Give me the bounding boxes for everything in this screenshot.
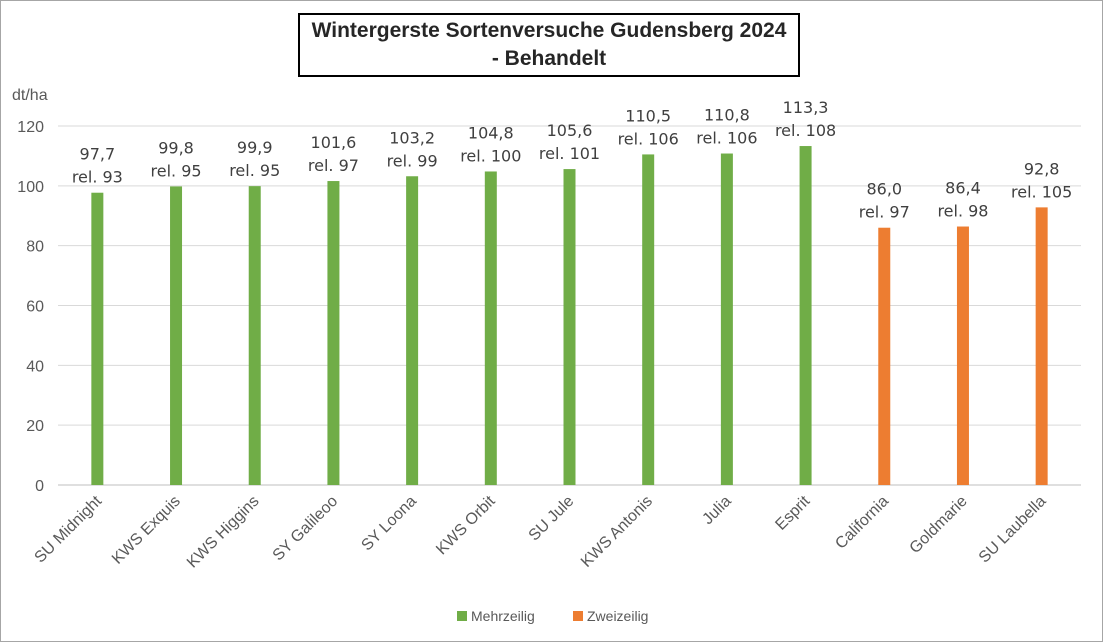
legend-swatch	[573, 611, 583, 621]
category-label: SU Laubella	[976, 493, 1050, 567]
category-label: SU Jule	[526, 493, 578, 545]
bar	[642, 154, 655, 485]
data-label-rel: rel. 97	[308, 156, 359, 175]
legend-label: Mehrzeilig	[471, 608, 535, 624]
bar	[406, 176, 419, 485]
category-label: KWS Higgins	[184, 493, 263, 572]
data-label-value: 97,7	[80, 145, 116, 164]
category-label: SU Midnight	[32, 492, 106, 566]
bar	[720, 153, 733, 486]
bar	[170, 186, 183, 485]
data-label-value: 113,3	[783, 98, 829, 117]
y-tick-label: 120	[17, 119, 44, 136]
legend-swatch	[457, 611, 467, 621]
bar	[1035, 207, 1048, 485]
category-label: SY Galileoo	[270, 493, 342, 565]
chart-title-line2: - Behandelt	[491, 47, 607, 70]
data-label-value: 86,0	[866, 180, 902, 199]
data-label-rel: rel. 100	[460, 146, 521, 165]
data-label-value: 99,9	[237, 138, 273, 157]
data-label-rel: rel. 95	[151, 161, 202, 180]
category-label: KWS Orbit	[433, 492, 499, 558]
category-label: KWS Antonis	[578, 493, 656, 571]
data-label-value: 110,5	[625, 106, 671, 125]
bar	[91, 192, 104, 485]
data-label-rel: rel. 98	[937, 202, 988, 221]
data-label-rel: rel. 97	[859, 203, 910, 222]
data-label-value: 86,4	[945, 179, 981, 198]
data-label-value: 105,6	[547, 121, 593, 140]
y-tick-label: 0	[35, 478, 44, 495]
legend-label: Zweizeilig	[587, 608, 648, 624]
data-label-rel: rel. 105	[1011, 182, 1072, 201]
category-label: Julia	[699, 493, 734, 528]
data-label-rel: rel. 106	[696, 129, 757, 148]
y-axis-label: dt/ha	[12, 87, 48, 104]
category-label: California	[832, 493, 892, 553]
bar	[956, 226, 969, 485]
category-label: KWS Exquis	[109, 493, 184, 568]
data-label-rel: rel. 93	[72, 168, 123, 187]
category-label: Esprit	[772, 492, 813, 533]
y-tick-label: 80	[26, 239, 44, 256]
category-label: Goldmarie	[907, 493, 971, 557]
category-label: SY Loona	[358, 493, 420, 555]
chart-title-box: Wintergerste Sortenversuche Gudensberg 2…	[298, 13, 800, 77]
data-label-rel: rel. 108	[775, 121, 836, 140]
data-label-rel: rel. 101	[539, 144, 600, 163]
data-label-value: 103,2	[389, 128, 435, 147]
bar	[563, 169, 576, 485]
bar	[878, 227, 891, 485]
bar	[484, 171, 497, 485]
data-label-rel: rel. 99	[387, 151, 438, 170]
data-label-value: 110,8	[704, 106, 750, 125]
data-label-value: 92,8	[1024, 159, 1060, 178]
y-tick-label: 100	[17, 179, 44, 196]
bar	[248, 186, 261, 485]
bar	[799, 146, 812, 485]
data-label-value: 101,6	[311, 133, 357, 152]
y-tick-label: 40	[26, 358, 44, 375]
data-label-rel: rel. 106	[618, 129, 679, 148]
chart-title-line1: Wintergerste Sortenversuche Gudensberg 2…	[311, 19, 787, 42]
data-label-value: 99,8	[158, 138, 194, 157]
y-tick-label: 20	[26, 418, 44, 435]
y-tick-label: 60	[26, 299, 44, 316]
data-label-rel: rel. 95	[229, 161, 280, 180]
bar	[327, 181, 340, 485]
data-label-value: 104,8	[468, 123, 514, 142]
